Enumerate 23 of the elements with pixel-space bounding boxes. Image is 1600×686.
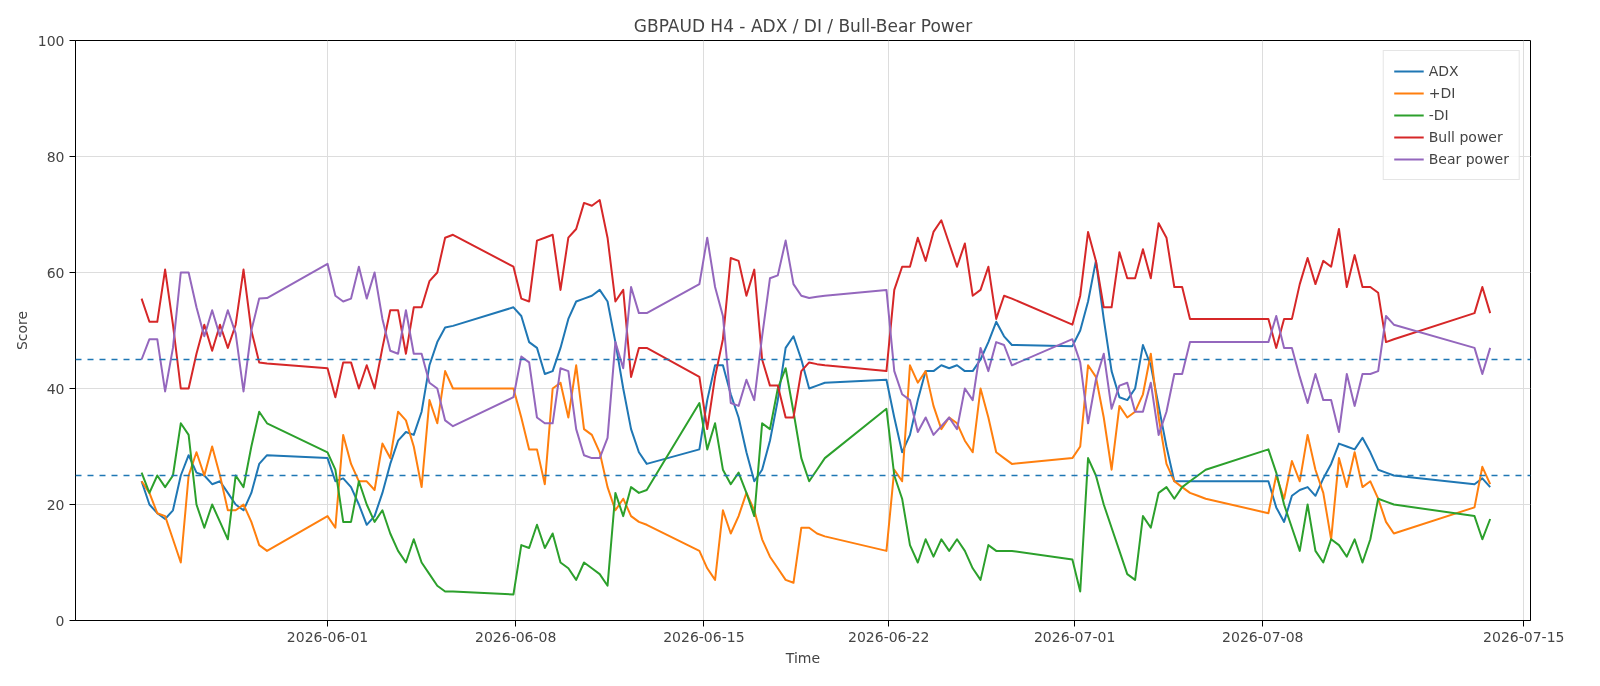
y-tick-label: 0 — [55, 612, 65, 629]
legend-label: Bear power — [1428, 151, 1509, 167]
line-series — [140, 236, 1492, 460]
x-tick-label: 2026-06-08 — [475, 628, 557, 645]
y-tick-label: 40 — [46, 380, 65, 397]
chart-title: GBPAUD H4 - ADX / DI / Bull-Bear Power — [633, 15, 973, 36]
x-tick-label: 2026-07-08 — [1222, 628, 1304, 645]
x-tick-label: 2026-07-15 — [1483, 628, 1565, 645]
y-tick-label: 20 — [46, 496, 65, 513]
x-tick-label: 2026-06-01 — [286, 628, 369, 645]
x-tick-label: 2026-06-15 — [663, 628, 745, 645]
y-tick-label: 60 — [46, 264, 65, 281]
x-tick-label: 2026-06-22 — [848, 628, 930, 645]
legend-label: -DI — [1428, 107, 1449, 123]
x-tick-label: 2026-07-01 — [1033, 628, 1116, 645]
x-axis-title: Time — [784, 649, 821, 666]
legend-label: Bull power — [1428, 129, 1503, 145]
line-series — [140, 199, 1492, 431]
legend-label: +DI — [1428, 85, 1456, 101]
y-tick-label: 100 — [37, 32, 65, 49]
legend-label: ADX — [1428, 63, 1459, 79]
y-tick-label: 80 — [46, 148, 65, 165]
y-axis-title: Score — [13, 310, 30, 351]
